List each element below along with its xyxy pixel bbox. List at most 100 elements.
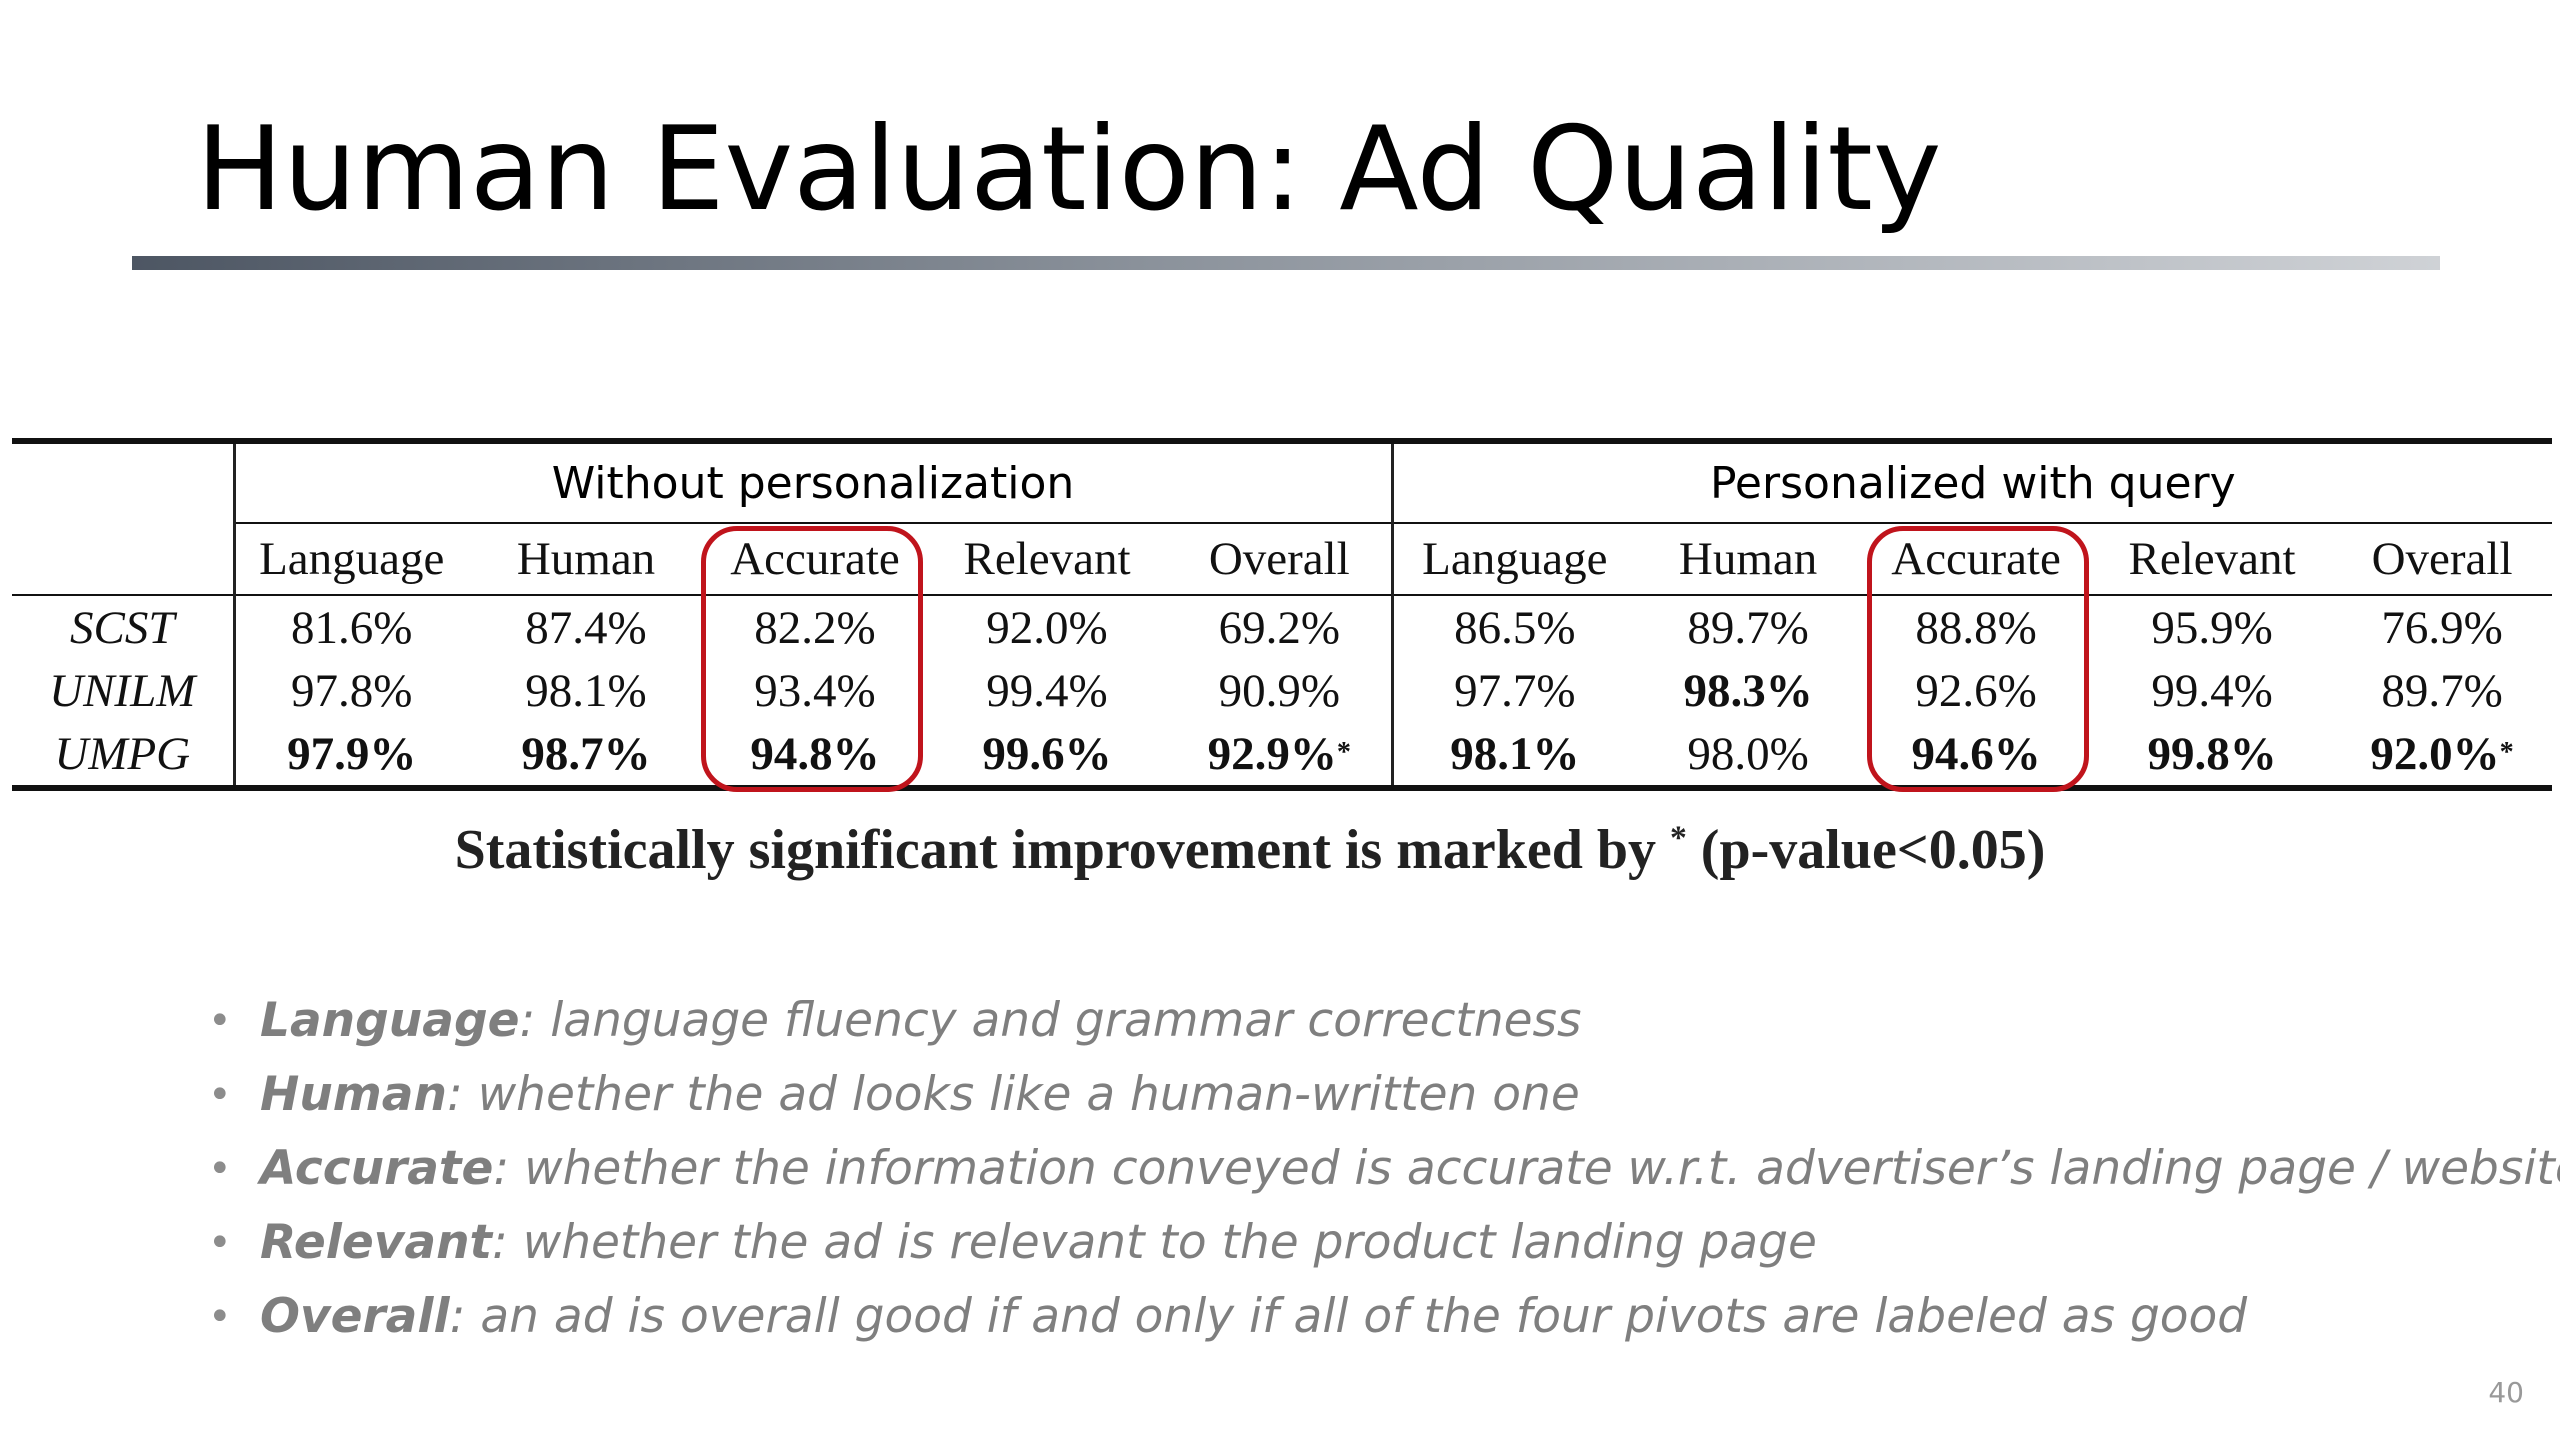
score-cell: 98.1% [468,659,704,722]
score-cell: 69.2% [1168,594,1393,659]
score-cell: 98.7% [468,722,704,791]
definition-item: • Accurate: whether the information conve… [208,1132,2560,1206]
score-cell: 97.9% [232,722,468,791]
bullet-icon: • [208,1294,232,1340]
score-cell: 98.3% [1636,659,1860,722]
score-value: 94.8% [750,727,880,780]
score-cell: 97.8% [232,659,468,722]
score-value: 81.6% [291,601,413,654]
col-human: Human [468,522,704,595]
score-value: 98.3% [1683,664,1813,717]
score-value: 97.7% [1454,664,1576,717]
group-without-personalization: Without personalization [232,438,1393,523]
definition-term: Human [260,1067,447,1122]
bullet-icon: • [208,1146,232,1192]
score-value: 97.8% [291,664,413,717]
row-model-name: UMPG [12,722,234,791]
score-value: 94.6% [1911,727,2041,780]
score-value: 92.9% [1207,727,1337,780]
col-human: Human [1636,522,1861,595]
bullet-icon: • [208,998,232,1044]
definition-item: • Human: whether the ad looks like a huma… [208,1058,2560,1132]
bullet-icon: • [208,1072,232,1118]
score-cell: 86.5% [1390,594,1637,659]
score-cell: 97.7% [1390,659,1637,722]
column-header-row: Language Human Accurate Relevant Overall… [12,522,2553,595]
definition-term: Relevant [260,1215,492,1270]
col-language: Language [232,522,468,595]
score-value: 89.7% [1687,601,1809,654]
score-value: 93.4% [754,664,876,717]
score-value: 69.2% [1218,601,1340,654]
table-row: UMPG 97.9% 98.7% 94.8% 99.6% 92.9%* 98.1% 98.0%… [12,722,2553,791]
score-cell: 92.6% [1860,659,2092,722]
accurate-highlight-box [701,526,923,792]
row-model-name: SCST [12,594,234,659]
group-header-row: Without personalization Personalized wit… [12,438,2553,523]
col-overall: Overall [2332,522,2553,595]
footnote-star: * [1670,819,1687,857]
score-cell: 90.9% [1168,659,1392,722]
definition-term: Accurate [260,1141,494,1196]
col-overall: Overall [1168,522,1393,595]
score-value: 88.8% [1915,601,2037,654]
score-cell: 99.4% [2092,659,2332,722]
score-value: 86.5% [1454,601,1576,654]
row-model-name: UNILM [49,664,196,717]
footnote-text: Statistically significant improvement is… [454,819,1670,881]
score-cell: 98.0% [1636,722,1861,791]
page-number: 40 [2488,1376,2524,1409]
significance-star: * [2499,737,2514,769]
score-cell: 87.4% [468,594,704,659]
corner-cell [12,438,234,523]
group-personalized-with-query: Personalized with query [1390,438,2553,523]
score-value: 99.8% [2147,727,2277,780]
score-cell: 81.6% [232,594,468,659]
definition-term: Overall [260,1289,450,1344]
definition-text: : language fluency and grammar correctne… [519,993,1582,1048]
score-cell: 92.0% [926,594,1168,659]
col-relevant: Relevant [2092,522,2333,595]
definition-text: : an ad is overall good if and only if a… [449,1289,2248,1344]
score-value: 89.7% [2381,664,2503,717]
score-value: 92.6% [1915,664,2037,717]
score-cell: 92.9%* [1168,722,1393,791]
score-value: 98.1% [1450,727,1580,780]
score-cell: 88.8% [1860,594,2093,659]
table-body: SCST 81.6% 87.4% 82.2% 92.0% 69.2% 86.5% 89.7% 8… [12,594,2553,791]
col-language: Language [1390,522,1637,595]
score-cell: 89.7% [2332,659,2552,722]
score-cell: 93.4% [704,659,926,722]
score-value: 87.4% [525,601,647,654]
score-value: 97.9% [287,727,417,780]
score-cell: 92.0%* [2332,722,2553,791]
score-cell: 98.1% [1390,722,1637,791]
score-value: 95.9% [2151,601,2273,654]
results-table: Without personalization Personalized wit… [12,438,2553,791]
significance-star: * [1336,737,1351,769]
score-cell: 95.9% [2092,594,2333,659]
definition-item: • Relevant: whether the ad is relevant to… [208,1206,2560,1280]
score-cell: 99.6% [926,722,1168,791]
col-relevant: Relevant [926,522,1168,595]
score-value: 99.4% [2151,664,2273,717]
score-value: 92.0% [2370,727,2500,780]
score-cell: 76.9% [2332,594,2553,659]
score-cell: 82.2% [704,594,926,659]
score-value: 98.0% [1687,727,1809,780]
score-value: 92.0% [986,601,1108,654]
definition-item: • Overall: an ad is overall good if and o… [208,1280,2560,1354]
score-cell: 99.4% [926,659,1168,722]
table-row: UNILM 97.8% 98.1% 93.4% 99.4% 90.9% 97.7% 98.3%… [12,659,2552,722]
definition-term: Language [260,993,520,1048]
definition-text: : whether the ad looks like a human-writ… [446,1067,1580,1122]
accurate-highlight-box [1867,526,2089,792]
score-value: 90.9% [1218,664,1340,717]
definition-text: : whether the information conveyed is ac… [493,1141,2560,1196]
score-value: 98.1% [525,664,647,717]
score-cell: 99.8% [2092,722,2333,791]
score-value: 99.6% [982,727,1112,780]
definition-text: : whether the ad is relevant to the prod… [492,1215,1817,1270]
score-value: 99.4% [986,664,1108,717]
